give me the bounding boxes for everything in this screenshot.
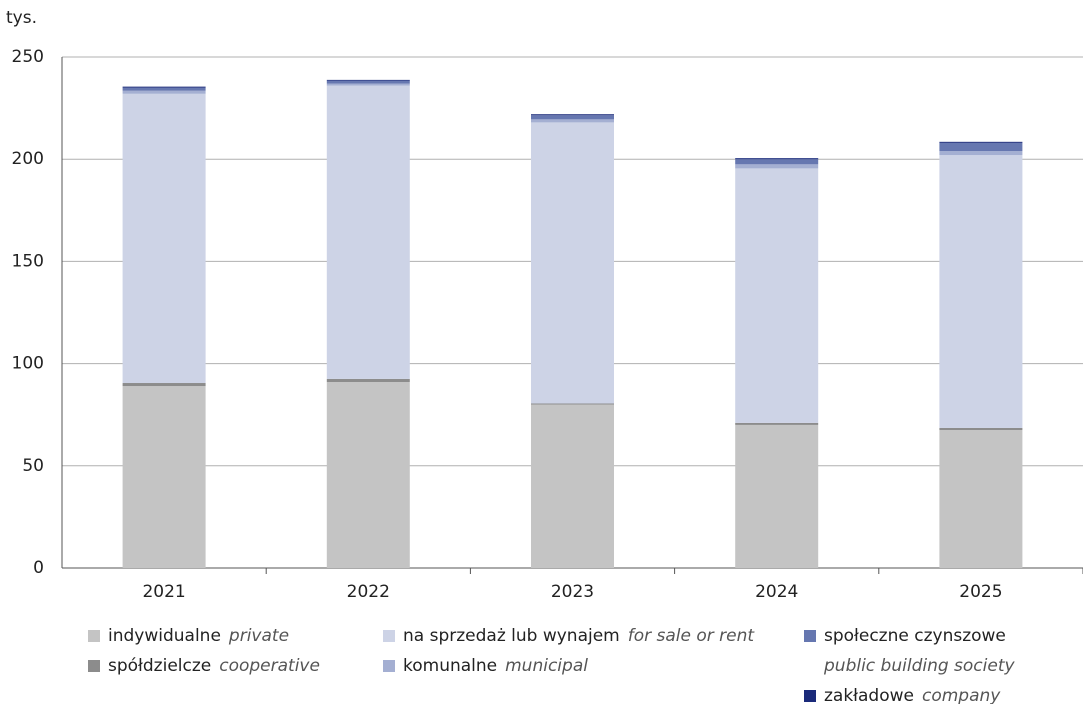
bar-segment	[122, 386, 206, 568]
x-tick-label: 2023	[551, 582, 594, 602]
legend-label-en: company	[922, 686, 1001, 704]
legend-label: społeczne czynszowe	[824, 626, 1006, 646]
bar-segment	[531, 114, 614, 116]
bar-segment	[326, 381, 410, 568]
bar-segment	[939, 427, 1023, 431]
legend-label: indywidualne	[108, 626, 221, 646]
bar-segment	[326, 85, 410, 379]
bar-segment	[531, 115, 614, 120]
bar-segment	[531, 403, 614, 405]
bar-segment	[122, 86, 206, 88]
bar-segment	[122, 383, 206, 387]
y-tick-label: 50	[22, 456, 44, 476]
y-tick-label: 0	[33, 558, 44, 578]
y-tick-label: 150	[12, 251, 44, 271]
bar-segment	[939, 430, 1023, 568]
x-tick-label: 2021	[142, 582, 185, 602]
legend-swatch	[383, 660, 395, 672]
bar-segment	[735, 164, 819, 169]
bar-segment	[122, 93, 206, 384]
legend-label-en: municipal	[505, 656, 588, 676]
bar-segment	[326, 83, 410, 86]
legend-label: zakładowe	[824, 686, 914, 704]
bar-segment	[122, 90, 206, 94]
bar-segment	[939, 142, 1023, 152]
bar-segment	[531, 404, 614, 568]
legend-label-en: private	[228, 626, 289, 646]
legend-label: komunalne	[403, 656, 497, 676]
legend-swatch	[804, 690, 816, 702]
y-tick-label: 100	[12, 354, 44, 374]
legend-swatch	[383, 630, 395, 642]
bar-segment	[735, 158, 819, 160]
bar-segment	[939, 155, 1023, 428]
bar-segment	[735, 422, 819, 425]
x-tick-label: 2022	[347, 582, 390, 602]
bar-segment	[122, 87, 206, 91]
bar-segment	[939, 151, 1023, 156]
legend-label-en: cooperative	[219, 656, 320, 676]
legend-label: na sprzedaż lub wynajem	[403, 626, 620, 646]
legend-swatch	[88, 660, 100, 672]
legend-swatch	[804, 630, 816, 642]
y-unit: tys.	[6, 8, 37, 28]
bar-segment	[531, 119, 614, 123]
bar-segment	[735, 159, 819, 165]
y-tick-label: 200	[12, 149, 44, 169]
x-tick-label: 2025	[959, 582, 1002, 602]
y-tick-label: 250	[12, 47, 44, 67]
bar-segment	[326, 79, 410, 81]
bar-segment	[735, 168, 819, 423]
legend-label-en: public building society	[823, 656, 1016, 676]
legend-label-en: for sale or rent	[628, 626, 756, 646]
bar-segment	[939, 141, 1023, 143]
legend-swatch	[88, 630, 100, 642]
x-tick-label: 2024	[755, 582, 798, 602]
bar-segment	[531, 122, 614, 404]
bar-segment	[735, 424, 819, 568]
bar-segment	[326, 378, 410, 382]
bar-segment	[326, 80, 410, 84]
legend-label: spółdzielcze	[108, 656, 211, 676]
